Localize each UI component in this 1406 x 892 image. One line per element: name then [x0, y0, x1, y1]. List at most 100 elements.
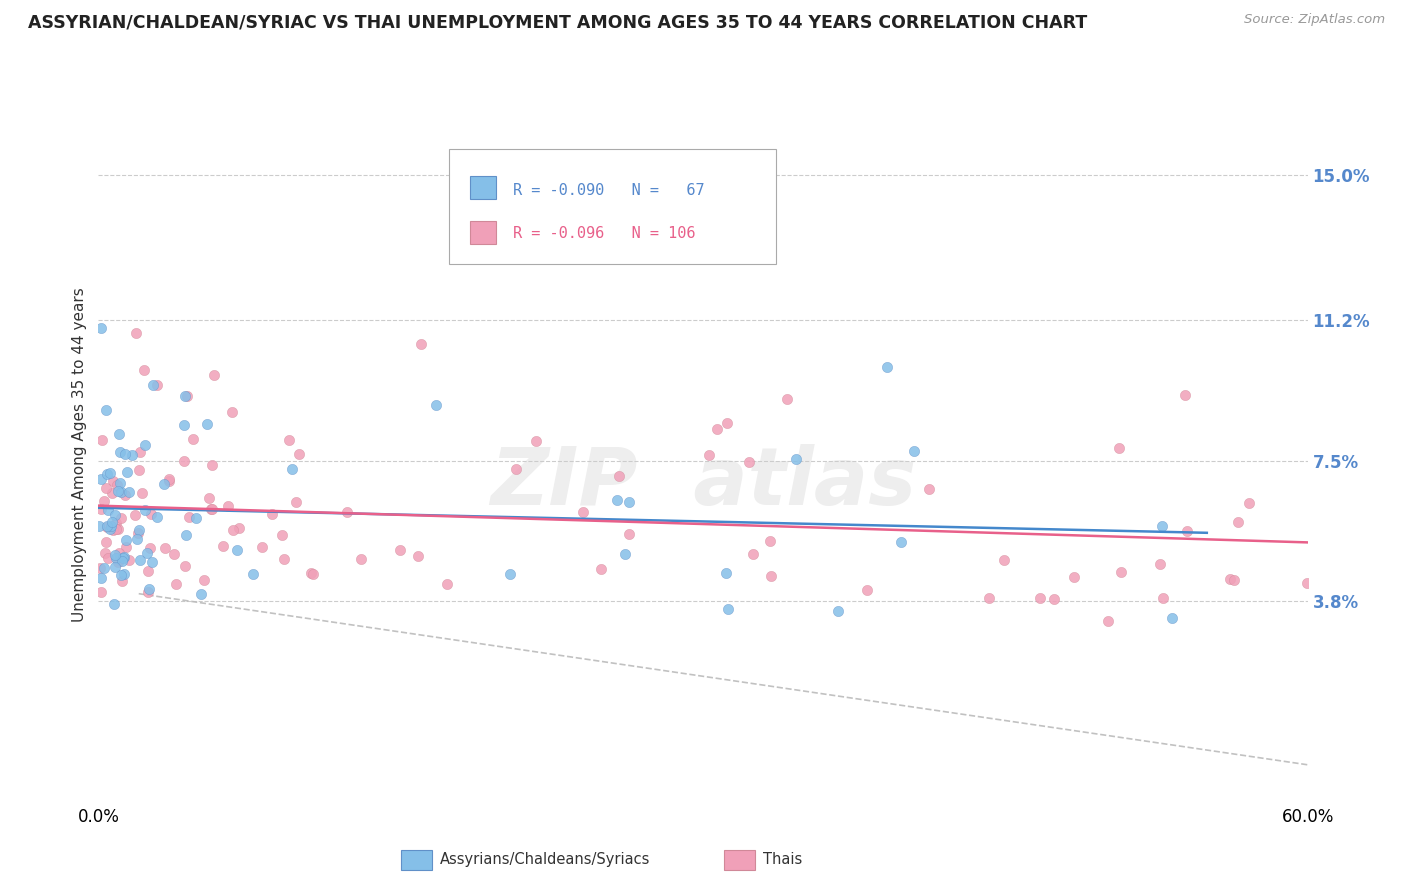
Point — [617, 495, 640, 509]
Point — [716, 416, 738, 430]
Point — [607, 469, 630, 483]
Point — [127, 526, 149, 541]
Point — [855, 582, 877, 597]
Point — [741, 548, 763, 562]
Point — [776, 392, 799, 407]
Point — [714, 566, 737, 581]
Point — [184, 511, 207, 525]
Point — [96, 518, 118, 533]
Point — [524, 434, 547, 448]
Point — [759, 533, 782, 548]
Point — [225, 543, 247, 558]
Point — [145, 377, 167, 392]
Point — [759, 568, 782, 582]
Point — [124, 508, 146, 522]
Point — [115, 540, 138, 554]
Point — [96, 534, 118, 549]
Point — [179, 510, 201, 524]
Point — [110, 444, 132, 458]
Point — [94, 403, 117, 417]
Point — [90, 584, 112, 599]
Point — [202, 368, 225, 383]
Text: Assyrians/Chaldeans/Syriacs: Assyrians/Chaldeans/Syriacs — [440, 853, 651, 867]
Point — [118, 484, 141, 499]
Point — [90, 320, 112, 334]
Point — [242, 567, 264, 582]
Point — [271, 528, 294, 542]
Point — [89, 518, 111, 533]
Point — [98, 466, 121, 480]
Point — [111, 574, 134, 589]
Point — [138, 585, 160, 599]
Point — [217, 499, 239, 513]
Point — [104, 508, 127, 523]
Point — [100, 519, 122, 533]
Point — [977, 591, 1000, 606]
Point — [212, 539, 235, 553]
Point — [273, 552, 295, 566]
Point — [131, 486, 153, 500]
Point — [785, 452, 807, 467]
Point — [115, 533, 138, 547]
Point — [1149, 557, 1171, 571]
Point — [176, 389, 198, 403]
Point — [1175, 524, 1198, 539]
Point — [1097, 614, 1119, 628]
Point — [406, 549, 429, 563]
Point — [110, 484, 132, 499]
Text: Source: ZipAtlas.com: Source: ZipAtlas.com — [1244, 13, 1385, 27]
Point — [138, 564, 160, 578]
Point — [1223, 573, 1246, 587]
Point — [200, 502, 222, 516]
Point — [436, 576, 458, 591]
Point — [101, 485, 124, 500]
Text: ASSYRIAN/CHALDEAN/SYRIAC VS THAI UNEMPLOYMENT AMONG AGES 35 TO 44 YEARS CORRELAT: ASSYRIAN/CHALDEAN/SYRIAC VS THAI UNEMPLO… — [28, 13, 1087, 31]
Point — [287, 447, 309, 461]
Point — [103, 475, 125, 489]
Point — [350, 552, 373, 566]
Point — [107, 546, 129, 560]
Point — [827, 603, 849, 617]
Point — [136, 546, 159, 560]
Point — [117, 466, 139, 480]
Point — [105, 478, 128, 492]
Point — [697, 449, 720, 463]
Point — [278, 433, 301, 447]
Point — [93, 493, 115, 508]
Point — [94, 481, 117, 495]
Point — [157, 474, 180, 488]
Point — [174, 528, 197, 542]
Point — [281, 461, 304, 475]
Point — [142, 377, 165, 392]
Point — [1029, 591, 1052, 606]
Point — [128, 524, 150, 538]
Point — [1239, 496, 1261, 510]
Point — [112, 566, 135, 581]
Point — [181, 432, 204, 446]
Y-axis label: Unemployment Among Ages 35 to 44 years: Unemployment Among Ages 35 to 44 years — [72, 287, 87, 623]
Point — [110, 568, 132, 582]
Point — [425, 398, 447, 412]
Point — [111, 554, 134, 568]
Point — [93, 561, 115, 575]
Point — [104, 516, 127, 531]
Point — [105, 522, 128, 536]
Point — [606, 493, 628, 508]
Point — [127, 532, 149, 546]
Point — [591, 562, 613, 576]
Point — [302, 566, 325, 581]
Point — [128, 553, 150, 567]
Text: R = -0.096   N = 106: R = -0.096 N = 106 — [513, 226, 696, 241]
Point — [163, 548, 186, 562]
Point — [572, 504, 595, 518]
Text: R = -0.090   N =   67: R = -0.090 N = 67 — [513, 183, 704, 197]
Point — [613, 547, 636, 561]
Point — [114, 446, 136, 460]
Point — [104, 559, 127, 574]
Point — [1160, 611, 1182, 625]
Point — [110, 476, 132, 491]
Text: ZIP  atlas: ZIP atlas — [489, 443, 917, 522]
Point — [104, 548, 127, 562]
Point — [221, 405, 243, 419]
Point — [1063, 570, 1085, 584]
